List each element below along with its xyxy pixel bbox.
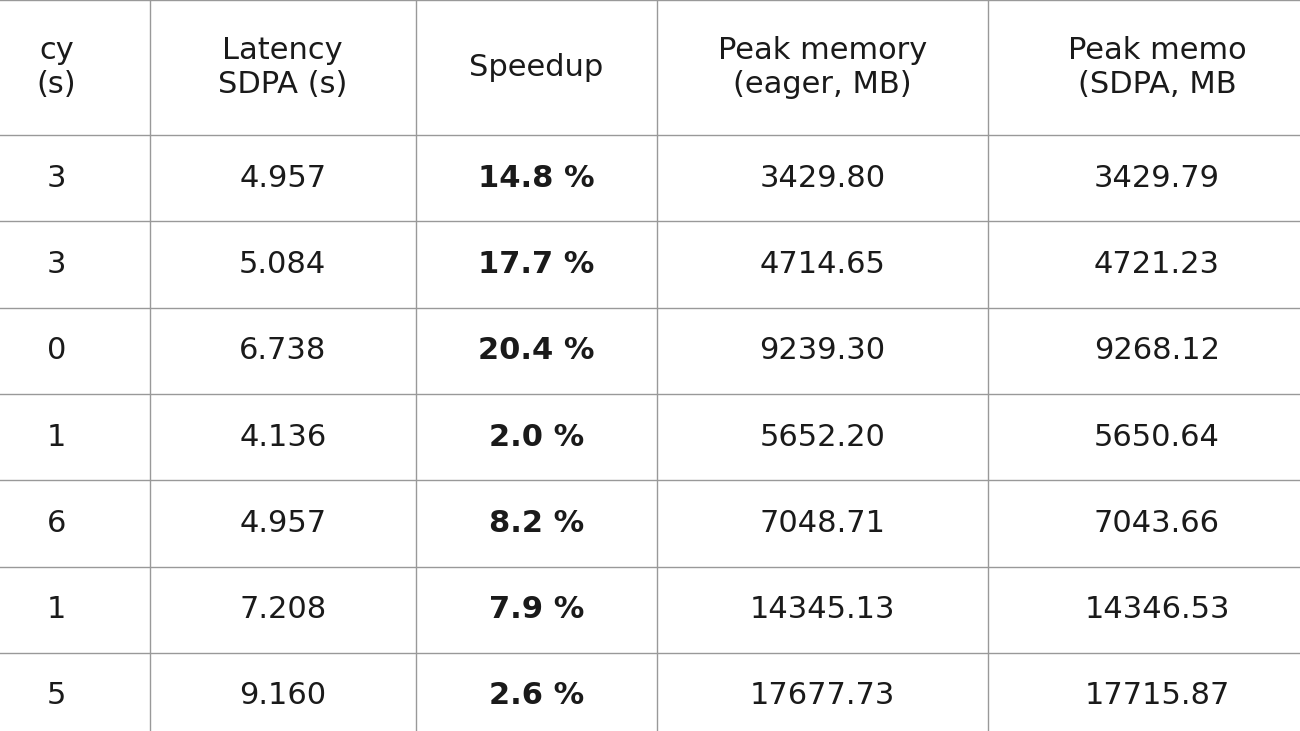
Text: 9239.30: 9239.30 xyxy=(759,336,885,366)
Text: 14346.53: 14346.53 xyxy=(1084,595,1230,624)
Text: 7043.66: 7043.66 xyxy=(1095,509,1219,538)
Text: 20.4 %: 20.4 % xyxy=(478,336,594,366)
Text: 7.9 %: 7.9 % xyxy=(489,595,584,624)
Text: 1: 1 xyxy=(47,423,66,452)
Text: Speedup: Speedup xyxy=(469,53,603,82)
Text: 17.7 %: 17.7 % xyxy=(478,250,594,279)
Text: 4.136: 4.136 xyxy=(239,423,326,452)
Text: 4.957: 4.957 xyxy=(239,164,326,193)
Text: 2.6 %: 2.6 % xyxy=(489,681,584,711)
Text: 3: 3 xyxy=(47,164,66,193)
Text: cy
(s): cy (s) xyxy=(36,37,77,99)
Text: Latency
SDPA (s): Latency SDPA (s) xyxy=(218,37,347,99)
Text: 5: 5 xyxy=(47,681,66,711)
Text: 2.0 %: 2.0 % xyxy=(489,423,584,452)
Text: 4714.65: 4714.65 xyxy=(759,250,885,279)
Text: 5652.20: 5652.20 xyxy=(759,423,885,452)
Text: 9268.12: 9268.12 xyxy=(1095,336,1219,366)
Text: 14.8 %: 14.8 % xyxy=(478,164,594,193)
Text: 3: 3 xyxy=(47,250,66,279)
Text: 17677.73: 17677.73 xyxy=(750,681,894,711)
Text: 6.738: 6.738 xyxy=(239,336,326,366)
Text: 0: 0 xyxy=(47,336,66,366)
Text: 6: 6 xyxy=(47,509,66,538)
Text: 1: 1 xyxy=(47,595,66,624)
Text: 3429.80: 3429.80 xyxy=(759,164,885,193)
Text: 5.084: 5.084 xyxy=(239,250,326,279)
Text: Peak memory
(eager, MB): Peak memory (eager, MB) xyxy=(718,37,927,99)
Text: 7048.71: 7048.71 xyxy=(759,509,885,538)
Text: 8.2 %: 8.2 % xyxy=(489,509,584,538)
Text: 4.957: 4.957 xyxy=(239,509,326,538)
Text: 3429.79: 3429.79 xyxy=(1095,164,1219,193)
Text: 9.160: 9.160 xyxy=(239,681,326,711)
Text: 5650.64: 5650.64 xyxy=(1095,423,1219,452)
Text: Peak memo
(SDPA, MB: Peak memo (SDPA, MB xyxy=(1067,37,1247,99)
Text: 14345.13: 14345.13 xyxy=(750,595,894,624)
Text: 4721.23: 4721.23 xyxy=(1095,250,1219,279)
Text: 17715.87: 17715.87 xyxy=(1084,681,1230,711)
Text: 7.208: 7.208 xyxy=(239,595,326,624)
